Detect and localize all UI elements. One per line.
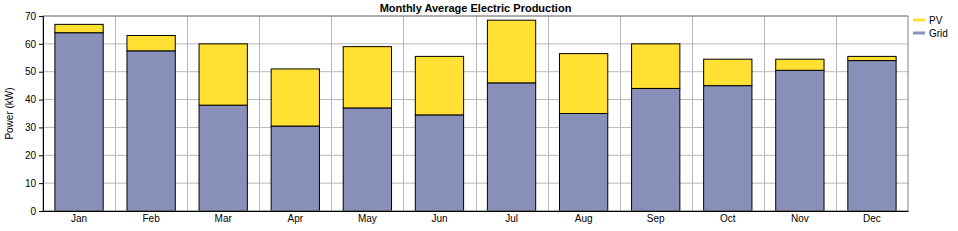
bar <box>343 47 391 108</box>
tick-label: 60 <box>25 39 37 50</box>
legend-label: Grid <box>929 28 948 39</box>
tick-label: Nov <box>791 213 809 224</box>
tick-label: May <box>358 213 377 224</box>
tick-label: Dec <box>863 213 881 224</box>
bar <box>199 44 247 105</box>
category-separator <box>259 16 260 211</box>
tick: Apr <box>288 211 304 224</box>
tick-mark <box>39 72 43 73</box>
tick-mark <box>39 44 43 45</box>
bar <box>704 86 752 211</box>
tick: Mar <box>215 211 233 224</box>
category-separator <box>331 16 332 211</box>
bar <box>776 70 824 211</box>
axis-line <box>39 17 44 212</box>
tick-label: 40 <box>25 94 37 105</box>
title: Monthly Average Electric Production <box>380 2 572 14</box>
tick: Jan <box>71 211 87 224</box>
tick-label: 20 <box>25 150 37 161</box>
bars <box>55 20 896 211</box>
tick: 50 <box>25 66 43 77</box>
tick-label: Jul <box>505 213 518 224</box>
legend: PV Grid <box>913 15 948 39</box>
x-axis: Jan Feb Mar Apr May Jun Jul Aug Sep Oct Nov Dec <box>44 211 909 224</box>
category-separator <box>836 16 837 211</box>
bar <box>704 59 752 85</box>
tick: Feb <box>143 211 161 224</box>
tick-label: Jun <box>431 213 447 224</box>
tick: 30 <box>25 122 43 133</box>
category-separator <box>476 16 477 211</box>
category-separator <box>764 16 765 211</box>
tick: Sep <box>647 211 665 224</box>
tick-mark <box>39 155 43 156</box>
tick: Jul <box>505 211 518 224</box>
category-separator <box>620 16 621 211</box>
bar <box>199 105 247 211</box>
tick: Dec <box>863 211 881 224</box>
bar <box>415 115 463 211</box>
category-separator <box>403 16 404 211</box>
tick-mark <box>39 100 43 101</box>
bar <box>55 33 103 211</box>
bar <box>559 54 607 114</box>
tick-label: Oct <box>720 213 736 224</box>
plot-background <box>43 16 908 211</box>
tick-mark <box>39 183 43 184</box>
tick: May <box>358 211 377 224</box>
bar <box>271 126 319 211</box>
bar <box>848 56 896 60</box>
tick-label: Sep <box>647 213 665 224</box>
grid <box>43 16 908 211</box>
bar <box>271 69 319 126</box>
bar <box>415 56 463 114</box>
tick-label: 50 <box>25 66 37 77</box>
tick: Oct <box>720 211 736 224</box>
tick: Jun <box>431 211 447 224</box>
tick: 70 <box>25 11 43 22</box>
bar <box>776 59 824 70</box>
tick-mark <box>39 211 43 212</box>
tick: Nov <box>791 211 809 224</box>
tick-label: Jan <box>71 213 87 224</box>
tick: 40 <box>25 94 43 105</box>
legend-label: PV <box>929 15 943 26</box>
tick: 10 <box>25 178 43 189</box>
bar <box>559 114 607 212</box>
bar <box>632 44 680 89</box>
category-separator <box>548 16 549 211</box>
bar <box>127 36 175 51</box>
tick: 20 <box>25 150 43 161</box>
category-separator <box>115 16 116 211</box>
legend-swatch <box>913 19 925 22</box>
tick-label: 10 <box>25 178 37 189</box>
tick-label: Apr <box>288 213 304 224</box>
axis-line <box>44 211 909 212</box>
tick-label: Feb <box>143 213 161 224</box>
bar <box>487 83 535 211</box>
bar <box>487 20 535 83</box>
tick-mark <box>39 16 43 17</box>
plot-frame <box>43 16 908 211</box>
y-axis-title: Power (kW) <box>4 87 15 139</box>
tick: 60 <box>25 39 43 50</box>
tick: Aug <box>575 211 593 224</box>
category-separator <box>692 16 693 211</box>
tick-label: Aug <box>575 213 593 224</box>
category-separator <box>187 16 188 211</box>
tick-label: Mar <box>215 213 233 224</box>
bar <box>343 108 391 211</box>
bar <box>632 88 680 211</box>
tick-label: 70 <box>25 11 37 22</box>
chart: 0 10 20 30 40 50 60 70 Jan Feb Mar Apr May Jun Jul Aug S… <box>0 0 958 231</box>
tick: 0 <box>30 206 43 217</box>
tick-mark <box>39 127 43 128</box>
bar <box>127 51 175 211</box>
bar <box>55 24 103 32</box>
y-axis: 0 10 20 30 40 50 60 70 <box>25 11 44 217</box>
tick-label: 30 <box>25 122 37 133</box>
bar <box>848 61 896 211</box>
legend-swatch <box>913 32 925 35</box>
tick-label: 0 <box>30 206 36 217</box>
